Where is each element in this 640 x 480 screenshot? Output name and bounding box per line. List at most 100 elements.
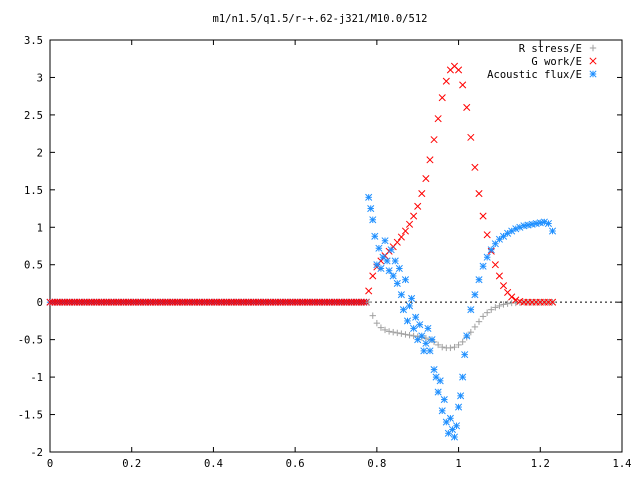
data-point [483, 253, 491, 261]
data-point [405, 302, 414, 310]
x-tick-label: 1.2 [531, 458, 550, 470]
data-point [422, 339, 430, 347]
y-tick-label: 0.5 [24, 260, 43, 272]
gwork-baseline-point [360, 298, 368, 306]
data-point [479, 313, 487, 320]
y-tick-label: -2 [30, 447, 43, 459]
data-point [369, 312, 376, 319]
data-point [385, 328, 393, 335]
data-point [426, 347, 434, 355]
data-point [377, 324, 385, 331]
flux-baseline [46, 298, 370, 306]
y-tick-label: 2.5 [24, 110, 43, 122]
data-point [402, 331, 409, 338]
data-point [365, 298, 372, 306]
y-tick-label: -0.5 [18, 335, 43, 347]
data-point [401, 227, 410, 235]
data-point [439, 343, 446, 351]
data-point [499, 282, 508, 290]
y-tick-label: 3.5 [24, 35, 43, 47]
data-point [397, 233, 405, 241]
data-point [463, 332, 471, 340]
x-tick-label: 0 [47, 458, 53, 470]
data-point [434, 388, 442, 396]
legend-label: G work/E [531, 56, 582, 68]
data-point [430, 136, 438, 144]
data-point [459, 373, 467, 381]
data-point [495, 235, 503, 243]
chart-title: m1/n1.5/q1.5/r-+.62-j321/M10.0/512 [213, 13, 428, 25]
data-point [540, 218, 548, 226]
data-point [365, 193, 373, 201]
legend-marker [589, 44, 597, 52]
data-point [416, 321, 424, 329]
x-tick-label: 0.6 [286, 458, 305, 470]
data-point [410, 212, 418, 220]
data-point [459, 338, 466, 346]
y-tick-label: -1 [30, 372, 43, 384]
data-point [401, 276, 410, 284]
data-point [367, 204, 375, 213]
legend-label: Acoustic flux/E [487, 69, 582, 81]
data-point [391, 257, 399, 265]
data-point [408, 294, 416, 302]
data-point [403, 317, 412, 325]
data-point [512, 296, 520, 304]
data-point [495, 272, 503, 280]
y-tick-label: 1 [37, 222, 43, 234]
data-point [383, 257, 391, 265]
plot-frame [49, 39, 623, 453]
data-point [412, 313, 420, 321]
data-point [461, 351, 469, 359]
data-point [428, 336, 436, 344]
data-point [430, 366, 438, 374]
data-point [442, 77, 450, 85]
data-point [438, 94, 446, 102]
data-point [499, 232, 508, 240]
data-point [455, 403, 463, 411]
data-point [418, 332, 426, 340]
data-point [414, 202, 422, 210]
x-tick-label: 0.2 [122, 458, 141, 470]
data-point [398, 330, 405, 337]
data-point [467, 133, 475, 141]
data-point [375, 244, 383, 252]
data-point [410, 332, 417, 340]
data-point [504, 300, 511, 307]
data-point [471, 163, 479, 171]
data-point [422, 175, 430, 183]
data-point [399, 306, 407, 314]
data-point [434, 115, 442, 123]
data-point [479, 262, 487, 270]
data-point [446, 414, 454, 422]
data-point [448, 425, 456, 434]
x-tick-label: 0.8 [367, 458, 386, 470]
data-point [365, 287, 373, 295]
data-point [475, 276, 483, 284]
data-point [488, 306, 495, 313]
data-point [440, 396, 448, 404]
x-tick-label: 1.4 [613, 458, 632, 470]
gwork-baseline [46, 298, 370, 306]
data-point [393, 279, 401, 288]
y-tick-label: 0 [37, 297, 43, 309]
data-point [491, 261, 499, 269]
data-point [475, 190, 483, 198]
data-point [436, 377, 444, 385]
data-point [483, 309, 491, 316]
data-point [393, 238, 401, 246]
data-point [390, 328, 397, 336]
series-1 [365, 62, 557, 306]
legend-marker [589, 70, 597, 78]
data-point [394, 329, 401, 337]
data-point [434, 341, 442, 349]
data-point [455, 341, 462, 349]
data-point [438, 407, 446, 415]
x-tick-label: 0.4 [204, 458, 223, 470]
data-point [452, 422, 461, 430]
y-tick-label: 1.5 [24, 185, 43, 197]
data-point [377, 264, 385, 273]
data-point [463, 103, 471, 111]
data-point [424, 324, 432, 332]
